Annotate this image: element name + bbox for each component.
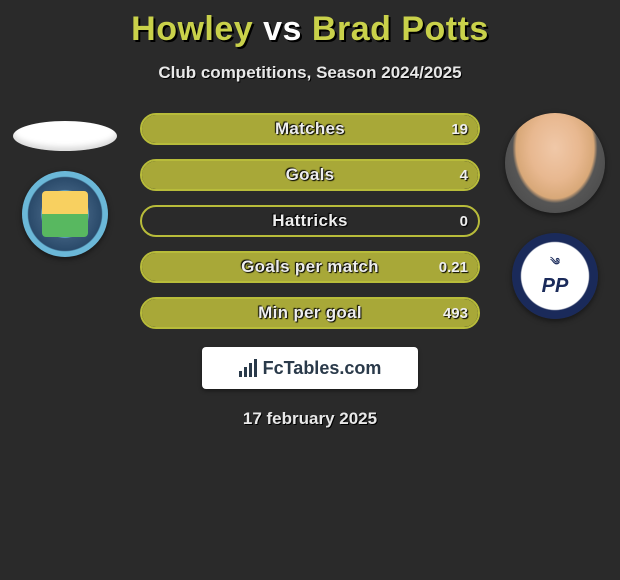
stat-right-value: 0 xyxy=(460,207,468,235)
brand-text: FcTables.com xyxy=(263,358,382,379)
player2-name: Brad Potts xyxy=(312,10,489,48)
player2-avatar xyxy=(505,113,605,213)
stat-bar-goals: Goals 4 xyxy=(140,159,480,191)
coventry-badge-inner xyxy=(42,191,88,237)
stat-right-value: 4 xyxy=(460,161,468,189)
right-column: ༄ PP xyxy=(500,113,610,319)
player2-club-badge: ༄ PP xyxy=(512,233,598,319)
left-column xyxy=(10,121,120,257)
stat-bar-hattricks: Hattricks 0 xyxy=(140,205,480,237)
pne-badge-text: PP xyxy=(542,275,569,298)
brand-logo-icon xyxy=(239,359,257,377)
player1-club-badge xyxy=(22,171,108,257)
stat-label: Goals per match xyxy=(142,253,478,281)
stat-label: Hattricks xyxy=(142,207,478,235)
date-text: 17 february 2025 xyxy=(0,409,620,429)
player1-avatar-placeholder xyxy=(13,121,117,151)
player1-name: Howley xyxy=(131,10,253,48)
comparison-title: Howley vs Brad Potts xyxy=(0,0,620,49)
stat-right-value: 19 xyxy=(451,115,468,143)
stat-bar-min-per-goal: Min per goal 493 xyxy=(140,297,480,329)
stat-label: Goals xyxy=(142,161,478,189)
stat-bar-goals-per-match: Goals per match 0.21 xyxy=(140,251,480,283)
stat-bar-matches: Matches 19 xyxy=(140,113,480,145)
brand-box[interactable]: FcTables.com xyxy=(202,347,418,389)
stat-label: Matches xyxy=(142,115,478,143)
vs-text: vs xyxy=(263,10,302,48)
stats-bars: Matches 19 Goals 4 Hattricks 0 Goals per… xyxy=(140,113,480,329)
stat-label: Min per goal xyxy=(142,299,478,327)
main-area: ༄ PP Matches 19 Goals 4 Hattricks 0 Goal… xyxy=(0,113,620,429)
stat-right-value: 493 xyxy=(443,299,468,327)
subtitle: Club competitions, Season 2024/2025 xyxy=(0,63,620,83)
stat-right-value: 0.21 xyxy=(439,253,468,281)
